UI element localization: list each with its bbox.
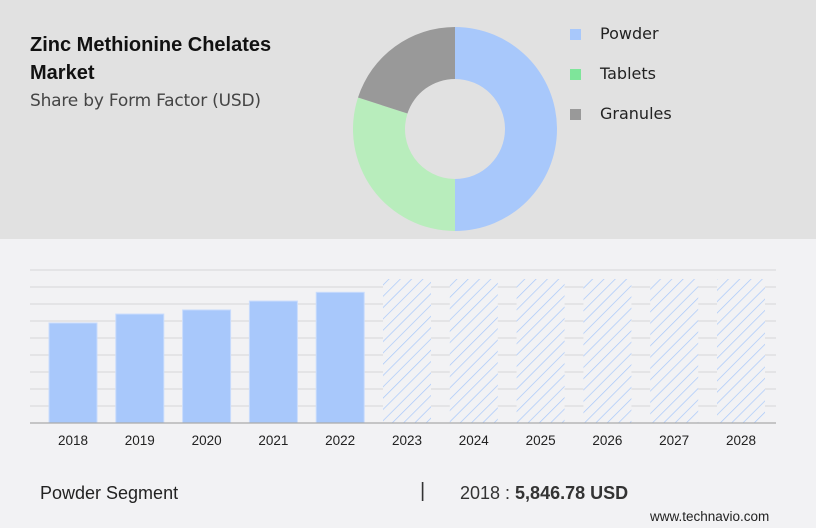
x-tick-label: 2022 [325,433,356,448]
page-subtitle: Share by Form Factor (USD) [30,91,261,111]
x-tick-label: 2025 [525,433,556,448]
donut-chart [353,27,557,231]
x-tick-label: 2021 [258,433,289,448]
x-tick-label: 2023 [391,433,423,448]
legend-label: Powder [600,24,659,43]
source-link[interactable]: www.technavio.com [650,509,770,524]
bar-chart [30,269,776,424]
bar-2019 [115,313,165,424]
forecast-bar-2023 [383,279,431,423]
legend-label: Tablets [600,64,656,83]
forecast-bar-2025 [516,279,565,423]
bar-2020 [182,309,232,424]
legend-swatch-granules [570,109,581,120]
segment-amount: 5,846.78 USD [515,483,629,503]
bar-2018 [48,322,98,424]
x-tick-label: 2019 [124,433,155,448]
legend-item-tablets: Tablets [570,62,730,86]
legend-swatch-tablets [570,69,581,80]
x-tick-label: 2024 [458,433,489,448]
segment-value: 2018 : 5,846.78 USD [460,483,628,504]
legend-item-powder: Powder [570,22,730,46]
x-tick-label: 2027 [659,433,690,448]
donut-slice-powder [455,27,557,231]
forecast-bar-2026 [583,279,632,423]
forecast-bar-2024 [449,279,498,423]
legend-label: Granules [600,104,672,123]
x-tick-label: 2020 [191,433,222,448]
forecast-bar-2028 [717,279,765,423]
donut-slice-tablets [353,97,455,231]
bar-2021 [248,300,298,424]
page-title: Zinc Methionine Chelates Market [30,34,272,84]
x-tick-label: 2026 [592,433,623,448]
forecast-bar-2027 [650,279,699,423]
legend-item-granules: Granules [570,102,730,126]
segment-label: Powder Segment [40,483,179,503]
segment-year: 2018 : [460,483,516,503]
x-tick-label: 2018 [57,433,89,448]
footer-separator: | [420,480,426,502]
donut-slice-granules [357,27,455,114]
bar-2022 [315,291,365,424]
x-tick-label: 2028 [725,433,757,448]
legend-swatch-powder [570,29,581,40]
